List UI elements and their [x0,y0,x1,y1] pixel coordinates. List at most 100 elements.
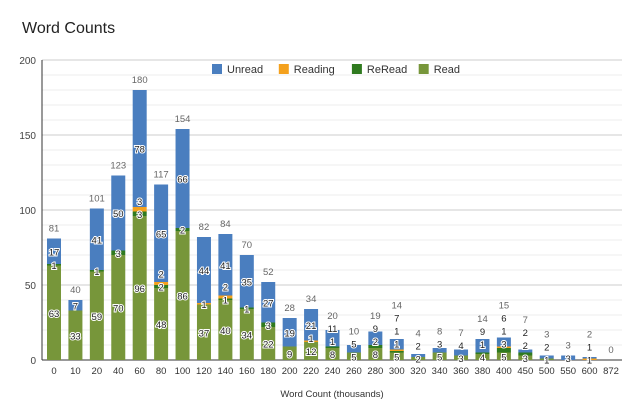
x-tick-label: 140 [217,366,233,377]
bar-segment-unread [389,339,404,350]
bar-segment-read [475,354,490,360]
bar-segment-reading [196,303,211,305]
data-label: 4 [480,353,485,364]
bar-segment-read [196,304,211,360]
data-label: 3 [566,354,571,365]
data-label: 1 [587,342,592,353]
x-tick-label: 180 [260,366,276,377]
x-tick-label: 20 [92,366,103,377]
data-label: 21 [306,321,317,332]
total-label: 14 [477,314,488,325]
bar-segment-read [239,309,254,360]
x-tick-label: 10 [70,366,81,377]
total-label: 20 [327,311,338,322]
total-label: 10 [349,326,360,337]
x-tick-label: 260 [346,366,362,377]
data-label: 2 [416,355,421,366]
bar-segment-unread [111,175,126,251]
total-label: 52 [263,267,274,278]
y-tick-label: 200 [19,56,36,67]
data-label: 2 [180,226,185,237]
data-label: 17 [49,247,60,258]
bar-segment-unread [325,330,340,347]
bar-segment-reread [496,348,511,353]
bar-segment-read [132,216,147,360]
bar-segment-read [496,352,511,360]
bar-segment-read [389,352,404,360]
bar-segment-reread [89,270,104,272]
bar-segment-unread [496,337,511,347]
bar-segment-reread [132,211,147,216]
x-tick-label: 40 [113,366,124,377]
bar-segment-reread [47,264,61,266]
total-label: 154 [175,114,191,125]
bar-segment-unread [432,348,447,353]
data-label: 1 [94,267,99,278]
x-tick-label: 60 [134,366,145,377]
bar-segment-unread [282,318,297,347]
data-label: 7 [394,313,399,324]
total-label: 123 [110,161,126,172]
bar-segment-read [411,357,426,360]
data-label: 1 [587,355,592,366]
data-label: 66 [177,175,188,186]
data-label: 2 [523,328,528,339]
y-tick-label: 100 [19,206,36,217]
x-tick-label: 400 [496,366,512,377]
bar-segment-read [111,255,126,360]
x-tick-label: 0 [51,366,56,377]
data-label: 41 [92,235,103,246]
data-label: 48 [156,320,167,331]
data-label: 9 [373,324,378,335]
legend-swatch-reading [278,64,289,74]
data-label: 2 [158,283,163,294]
bar-segment-read [175,231,190,360]
data-label: 1 [394,326,399,337]
data-label: 9 [480,327,485,338]
x-tick-label: 450 [517,366,533,377]
x-tick-label: 100 [175,366,191,377]
bar-segment-unread [239,255,254,308]
bar-segment-reading [389,349,404,351]
bar-segment-read [218,300,233,360]
x-tick-label: 220 [303,366,319,377]
data-label: 3 [116,249,121,260]
data-label: 3 [458,354,463,365]
bar-segment-read [518,355,533,360]
x-tick-label: 320 [410,366,426,377]
total-label: 84 [220,219,231,230]
total-label: 82 [199,222,210,233]
data-label: 1 [244,304,249,315]
bar-segment-unread [411,354,426,357]
total-label: 4 [416,329,421,340]
bar-segment-unread [154,184,169,282]
total-label: 40 [70,285,81,296]
bar-segment-reread [218,298,233,300]
x-tick-label: 500 [539,366,555,377]
data-label: 8 [373,350,378,361]
data-label: 9 [287,349,292,360]
data-label: 1 [201,300,206,311]
bar-segment-reread [368,345,383,348]
bar-segment-unread [47,238,61,264]
data-label: 34 [242,331,253,342]
bar-segment-unread [561,355,576,360]
total-label: 7 [458,328,463,339]
bar-segment-reading [154,282,169,285]
bar-segment-read [325,348,340,360]
x-axis-title: Word Count (thousands) [280,389,383,400]
data-label: 41 [220,261,231,272]
x-tick-label: 120 [196,366,212,377]
bar-segment-reread [154,285,169,288]
bar-segment-unread [304,309,319,341]
data-label: 40 [220,326,231,337]
bar-segment-read [539,358,554,360]
data-label: 2 [523,341,528,352]
data-label: 2 [158,270,163,281]
x-tick-label: 160 [239,366,255,377]
x-tick-label: 80 [156,366,167,377]
data-label: 3 [137,210,142,221]
data-label: 1 [223,295,228,306]
data-label: 1 [51,261,56,272]
